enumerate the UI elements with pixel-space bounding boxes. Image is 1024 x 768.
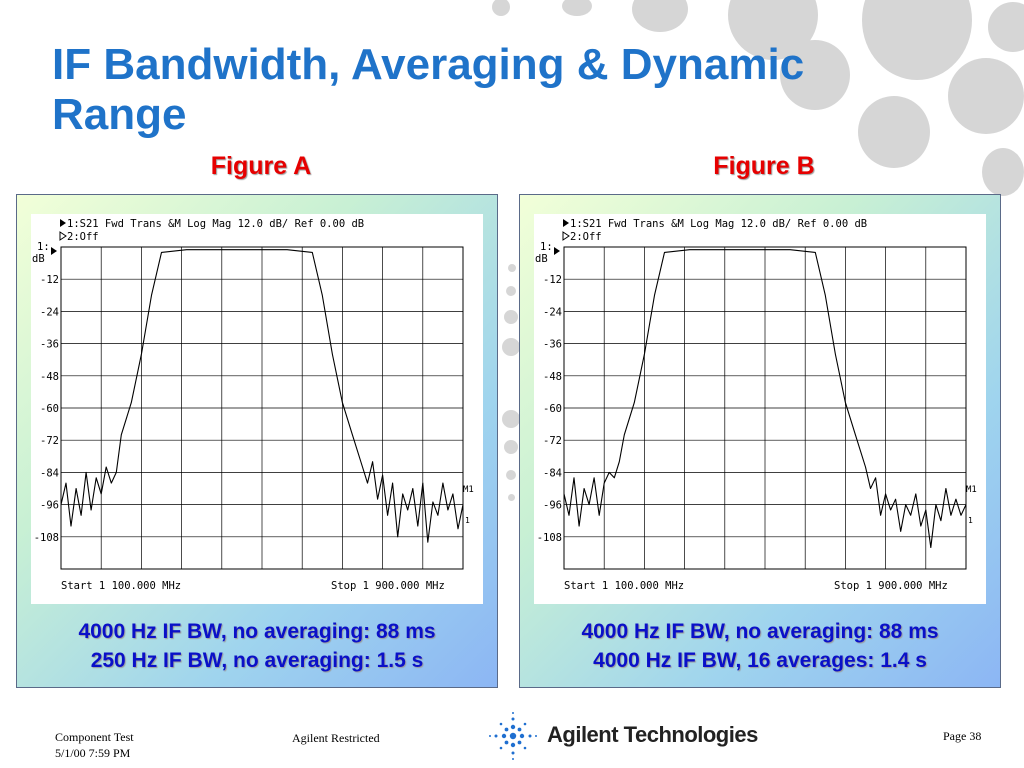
figure-b-chart: 1:S21 Fwd Trans &M Log Mag 12.0 dB/ Ref …: [535, 218, 977, 592]
stop-frequency-label: Stop 1 900.000 MHz: [834, 580, 948, 592]
slide-title: IF Bandwidth, Averaging & Dynamic Range: [52, 40, 805, 139]
figure-a-caption: 4000 Hz IF BW, no averaging: 88 ms 250 H…: [17, 617, 497, 675]
y-unit-line2: dB: [535, 253, 548, 265]
decor-dot: [506, 286, 516, 296]
figure-a-caption-line1: 4000 Hz IF BW, no averaging: 88 ms: [78, 620, 436, 643]
reference-arrow-icon: [554, 247, 560, 255]
footer-date-time: 5/1/00 7:59 PM: [55, 746, 131, 760]
marker-label: M1: [463, 485, 474, 495]
decor-dot: [508, 494, 515, 501]
chart-header-line2: 2:Off: [570, 231, 602, 243]
y-tick-label: -12: [40, 274, 59, 286]
decor-circle: [562, 0, 592, 16]
trace-line: [563, 249, 967, 549]
decor-circle: [632, 0, 688, 32]
y-tick-label: -84: [40, 467, 59, 479]
footer-doc-name: Component Test: [55, 730, 134, 744]
y-tick-label: -60: [40, 403, 59, 415]
figure-a-caption-line2: 250 Hz IF BW, no averaging: 1.5 s: [90, 649, 424, 672]
figure-b-caption-line1: 4000 Hz IF BW, no averaging: 88 ms: [581, 620, 939, 643]
decor-circle: [982, 148, 1024, 196]
marker-sub: 1: [968, 516, 973, 525]
y-tick-label: -36: [40, 339, 59, 351]
chart-header-line1: 1:S21 Fwd Trans &M Log Mag 12.0 dB/ Ref …: [570, 218, 867, 230]
y-tick-label: -108: [34, 532, 59, 544]
figure-b-panel: 1:S21 Fwd Trans &M Log Mag 12.0 dB/ Ref …: [519, 194, 1001, 688]
agilent-spark-icon: [489, 712, 537, 760]
decor-dot: [502, 410, 520, 428]
marker-label: M1: [966, 485, 977, 495]
y-tick-label: -72: [40, 435, 59, 447]
footer-classification: Agilent Restricted: [292, 731, 380, 745]
stop-frequency-label: Stop 1 900.000 MHz: [331, 580, 445, 592]
figure-a-plot-area: 1:S21 Fwd Trans &M Log Mag 12.0 dB/ Ref …: [31, 214, 483, 604]
y-tick-label: -12: [543, 274, 562, 286]
figure-b-caption: 4000 Hz IF BW, no averaging: 88 ms 4000 …: [520, 617, 1000, 675]
y-tick-label: -48: [543, 371, 562, 383]
chart-header-line2: 2:Off: [67, 231, 99, 243]
decor-circle: [948, 58, 1024, 134]
figure-b-plot-area: 1:S21 Fwd Trans &M Log Mag 12.0 dB/ Ref …: [534, 214, 986, 604]
chart-header-line1: 1:S21 Fwd Trans &M Log Mag 12.0 dB/ Ref …: [67, 218, 364, 230]
y-tick-label: -60: [543, 403, 562, 415]
y-tick-label: -96: [40, 500, 59, 512]
y-unit-line1: 1:: [37, 241, 50, 253]
footer-doc-info: Component Test 5/1/00 7:59 PM: [55, 729, 134, 761]
decor-circle: [858, 96, 930, 168]
start-frequency-label: Start 1 100.000 MHz: [61, 580, 181, 592]
y-unit-line1: 1:: [540, 241, 553, 253]
figure-a-panel: 1:S21 Fwd Trans &M Log Mag 12.0 dB/ Ref …: [16, 194, 498, 688]
decor-circle: [862, 0, 972, 80]
reference-arrow-icon: [51, 247, 57, 255]
y-tick-label: -84: [543, 467, 562, 479]
decor-circle: [492, 0, 510, 16]
page-number: Page 38: [943, 729, 982, 743]
decor-dot: [508, 264, 516, 272]
decor-circle: [988, 2, 1024, 52]
decor-dot: [504, 310, 518, 324]
start-frequency-label: Start 1 100.000 MHz: [564, 580, 684, 592]
active-trace-arrow-icon: [60, 219, 66, 227]
trace2-arrow-icon: [562, 231, 570, 241]
company-logo: Agilent Technologies: [487, 710, 758, 762]
figure-a-label: Figure A: [210, 152, 312, 180]
y-tick-label: -72: [543, 435, 562, 447]
y-tick-label: -48: [40, 371, 59, 383]
figure-b-caption-line2: 4000 Hz IF BW, 16 averages: 1.4 s: [593, 649, 927, 672]
y-tick-label: -36: [543, 339, 562, 351]
y-tick-label: -24: [543, 306, 562, 318]
decor-dot: [506, 470, 516, 480]
decor-dot: [504, 440, 518, 454]
y-tick-label: -24: [40, 306, 59, 318]
figure-a-chart: 1:S21 Fwd Trans &M Log Mag 12.0 dB/ Ref …: [32, 218, 474, 592]
decor-dot: [502, 338, 520, 356]
y-tick-label: -96: [543, 500, 562, 512]
company-name: Agilent Technologies: [547, 722, 758, 747]
figure-b-label: Figure B: [713, 152, 815, 180]
active-trace-arrow-icon: [563, 219, 569, 227]
y-tick-label: -108: [537, 532, 562, 544]
marker-sub: 1: [465, 516, 470, 525]
y-unit-line2: dB: [32, 253, 45, 265]
decor-circle: [780, 40, 850, 110]
trace-line: [60, 249, 464, 543]
trace2-arrow-icon: [59, 231, 67, 241]
